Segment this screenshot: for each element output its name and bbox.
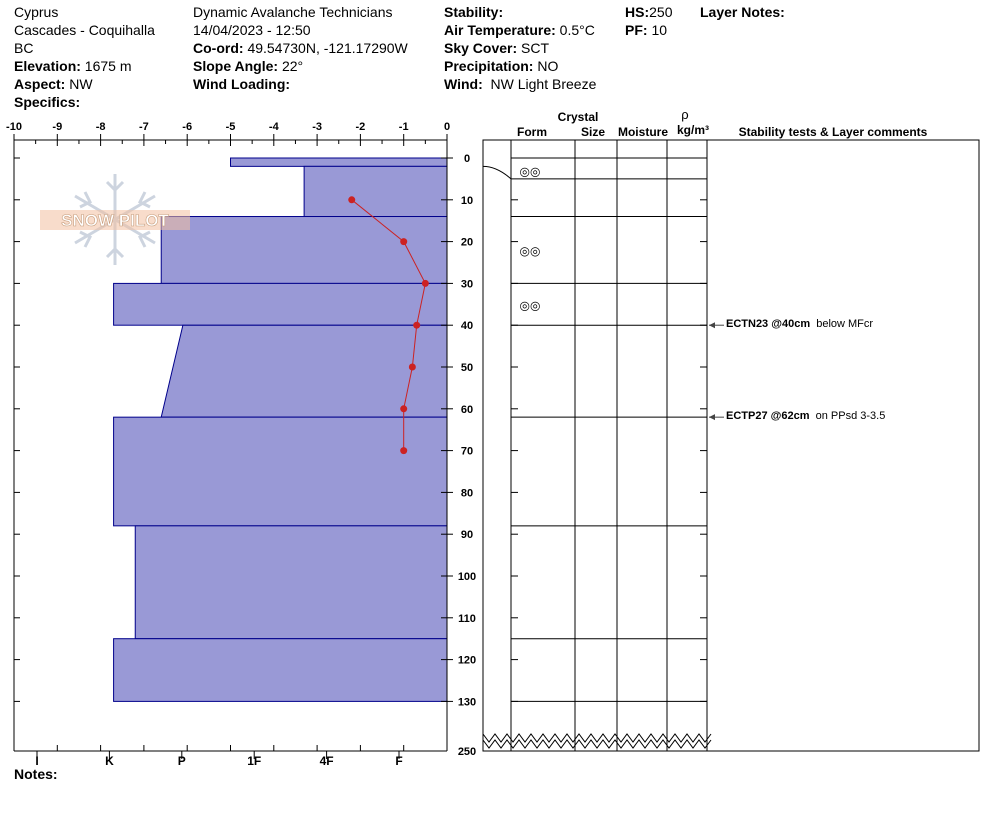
stability-test-label: ECTN23 @40cm (726, 318, 811, 331)
stability-test-note: on PPsd 3-3.5 (809, 410, 886, 423)
depth-break-zigzag (482, 733, 712, 743)
temp-tick-label: -9 (52, 121, 62, 133)
depth-tick-label: 130 (458, 696, 476, 708)
grain-form-symbol: ◎◎ (520, 165, 541, 179)
hardness-label: I (35, 754, 38, 768)
comment-arrow-head (709, 322, 715, 329)
temperature-point (400, 238, 408, 246)
hardness-label: K (105, 754, 114, 768)
form-header: Form (517, 125, 547, 139)
stability-test-label: ECTP27 @62cm (726, 410, 810, 423)
size-header: Size (580, 125, 605, 139)
stability: Stability: (444, 4, 504, 20)
depth-tick-label: 0 (464, 153, 470, 165)
depth-tick-label: 20 (461, 237, 473, 249)
layer-connector (482, 165, 512, 180)
temp-tick-label: -6 (182, 121, 192, 133)
hardness-label: 1F (247, 754, 261, 768)
depth-break-zigzag (482, 739, 712, 749)
rho-header: ρ (681, 107, 689, 122)
svg-text:SNOW PILOT: SNOW PILOT (61, 211, 169, 230)
layer-table-frame (482, 139, 980, 752)
depth-tick-label: 120 (458, 655, 476, 667)
temp-tick-label: -2 (356, 121, 366, 133)
air-temperature: Air Temperature: 0.5°C (444, 22, 595, 38)
comments-header: Stability tests & Layer comments (738, 125, 928, 139)
hardness-label: F (395, 754, 402, 768)
pf: PF: 10 (625, 22, 668, 38)
wind: Wind: NW Light Breeze (444, 76, 597, 92)
wind-loading: Wind Loading: (193, 76, 291, 92)
stability-comment: ECTN23 @40cm below MFcr (726, 318, 873, 330)
moisture-header: Moisture (617, 125, 668, 139)
range: Cascades - Coquihalla (14, 22, 155, 38)
grain-form-symbol: ◎◎ (520, 298, 541, 312)
temp-tick-label: -8 (96, 121, 106, 133)
depth-tick-label: 40 (461, 320, 473, 332)
depth-tick-label: 30 (461, 278, 473, 290)
depth-bottom-label: 250 (458, 746, 476, 758)
aspect: Aspect: NW (14, 76, 93, 92)
temperature-point (413, 321, 421, 329)
hardness-label: 4F (320, 754, 334, 768)
temperature-point (400, 447, 408, 455)
stability-comment: ECTP27 @62cm on PPsd 3-3.5 (726, 410, 885, 422)
temperature-point (400, 405, 408, 413)
temperature-point (408, 363, 416, 371)
temp-tick-label: -7 (139, 121, 149, 133)
temp-tick-label: -10 (6, 121, 22, 133)
temp-tick-label: 0 (444, 121, 450, 133)
depth-tick-label: 90 (461, 529, 473, 541)
depth-tick-label: 70 (461, 446, 473, 458)
datetime: 14/04/2023 - 12:50 (193, 22, 311, 38)
depth-tick-label: 60 (461, 404, 473, 416)
hardness-bar (230, 157, 448, 167)
hardness-bar (303, 165, 448, 218)
temp-tick-label: -1 (399, 121, 409, 133)
hardness-bar (160, 216, 448, 284)
organization: Dynamic Avalanche Technicians (193, 4, 393, 20)
specifics: Specifics: (14, 94, 81, 110)
comment-arrow-head (709, 414, 715, 421)
hardness-bar (134, 525, 448, 640)
temp-tick-label: -5 (226, 121, 236, 133)
hardness-bar (160, 324, 448, 418)
crystal-header: Crystal (557, 110, 599, 124)
hs: HS:250 (625, 4, 673, 20)
location: Cyprus (14, 4, 59, 20)
province: BC (14, 40, 34, 56)
layer-notes: Layer Notes: (700, 4, 785, 20)
stability-test-note: below MFcr (810, 318, 874, 331)
grain-form-symbol: ◎◎ (520, 244, 541, 258)
temperature-point (348, 196, 356, 204)
depth-tick-label: 100 (458, 571, 476, 583)
density-unit-header: kg/m³ (676, 123, 709, 137)
precipitation: Precipitation: NO (444, 58, 559, 74)
notes: Notes: (14, 766, 58, 782)
elevation: Elevation: 1675 m (14, 58, 132, 74)
temperature-point (421, 279, 429, 287)
depth-tick-label: 10 (461, 195, 473, 207)
hardness-bar (113, 638, 448, 702)
coordinates: Co-ord: 49.54730N, -121.17290W (193, 40, 408, 56)
temp-tick-label: -3 (312, 121, 322, 133)
depth-tick-label: 110 (458, 613, 476, 625)
hardness-bar (113, 282, 448, 326)
hardness-bar (113, 416, 448, 527)
slope-angle: Slope Angle: 22° (193, 58, 304, 74)
temp-tick-label: -4 (269, 121, 280, 133)
hardness-label: P (178, 754, 186, 768)
depth-tick-label: 50 (461, 362, 473, 374)
sky-cover: Sky Cover: SCT (444, 40, 550, 56)
snowpilot-logo: SNOW PILOT (40, 172, 190, 267)
depth-tick-label: 80 (461, 487, 473, 499)
